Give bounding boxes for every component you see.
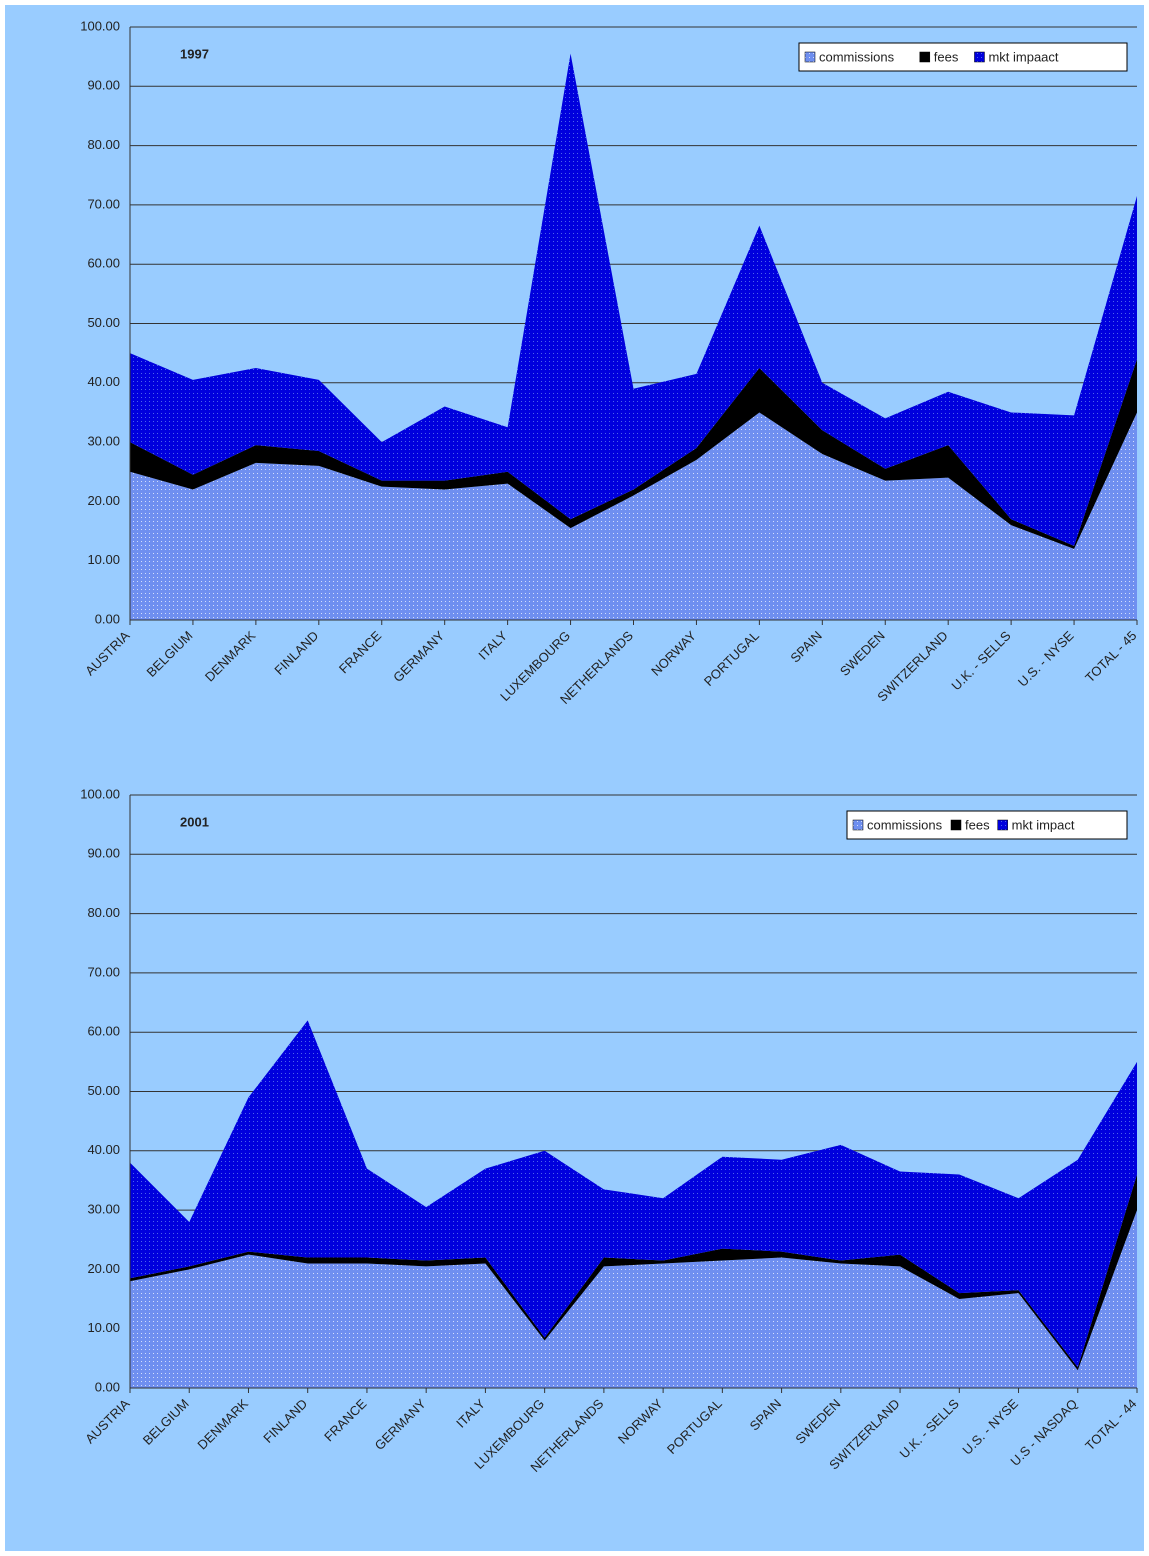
area <box>130 1020 1137 1368</box>
chart-title: 2001 <box>180 814 209 829</box>
y-tick-label: 80.00 <box>87 905 120 920</box>
y-tick-label: 30.00 <box>87 434 120 449</box>
y-tick-label: 20.00 <box>87 1261 120 1276</box>
y-tick-label: 10.00 <box>87 552 120 567</box>
y-tick-label: 0.00 <box>95 1379 120 1394</box>
legend-label: mkt impact <box>1012 817 1075 832</box>
legend-swatch <box>974 51 985 63</box>
legend-box <box>846 810 1128 840</box>
legend-swatch <box>852 819 864 831</box>
y-tick-label: 0.00 <box>95 611 120 626</box>
y-tick-label: 70.00 <box>87 964 120 979</box>
chart-title: 1997 <box>180 46 209 61</box>
y-tick-label: 90.00 <box>87 846 120 861</box>
legend-swatch <box>804 51 816 63</box>
y-tick-label: 60.00 <box>87 1024 120 1039</box>
y-tick-label: 50.00 <box>87 315 120 330</box>
legend-label: fees <box>965 817 990 832</box>
y-tick-label: 60.00 <box>87 256 120 271</box>
y-tick-label: 80.00 <box>87 137 120 152</box>
legend-box <box>798 42 1128 72</box>
area <box>130 53 1137 546</box>
legend-swatch <box>950 819 962 831</box>
area <box>130 1210 1137 1388</box>
y-tick-label: 70.00 <box>87 196 120 211</box>
y-tick-label: 90.00 <box>87 78 120 93</box>
y-tick-label: 100.00 <box>80 18 120 33</box>
y-tick-label: 30.00 <box>87 1202 120 1217</box>
legend-label: mkt impaact <box>988 49 1058 64</box>
y-tick-label: 40.00 <box>87 374 120 389</box>
area <box>130 359 1137 549</box>
y-tick-label: 50.00 <box>87 1083 120 1098</box>
y-tick-label: 100.00 <box>80 786 120 801</box>
area <box>130 412 1137 620</box>
y-tick-label: 40.00 <box>87 1142 120 1157</box>
legend-label: commissions <box>819 49 895 64</box>
legend-label: fees <box>934 49 959 64</box>
y-tick-label: 20.00 <box>87 493 120 508</box>
legend-label: commissions <box>867 817 943 832</box>
y-tick-label: 10.00 <box>87 1320 120 1335</box>
legend-swatch <box>919 51 931 63</box>
legend-swatch <box>997 819 1008 831</box>
